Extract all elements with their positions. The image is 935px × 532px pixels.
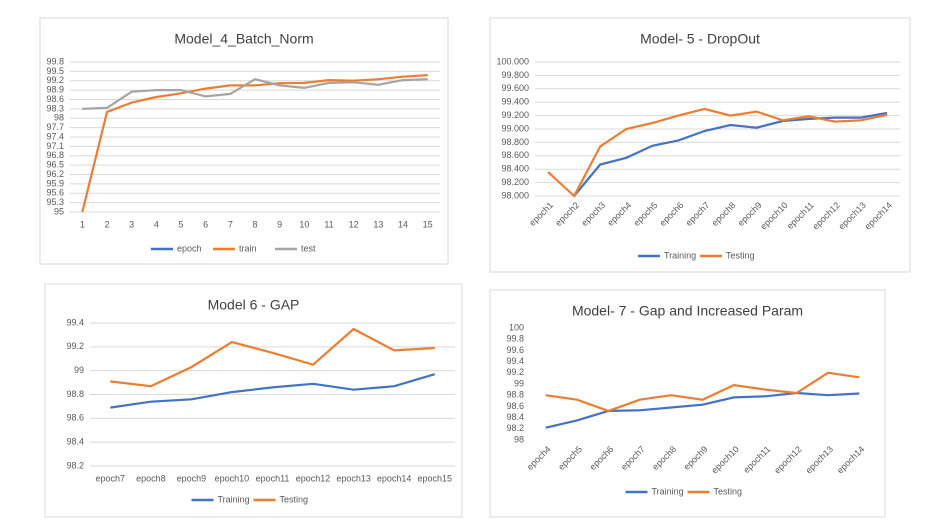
y-tick-label: 98.200 [501,177,529,187]
y-tick-label: 98.2 [66,460,84,470]
y-tick-label: 98.000 [501,190,529,200]
x-tick-label: 5 [178,219,183,229]
legend-label: Training [664,250,696,260]
x-tick-label: epoch7 [96,473,126,483]
legend-label: Training [218,494,250,504]
y-tick-label: 99.5 [46,66,64,76]
x-tick-label: 2 [104,219,109,229]
legend-label: Testing [726,250,755,260]
x-tick-label: 1 [80,219,85,229]
y-tick-label: 99.600 [501,83,529,93]
y-tick-label: 99.4 [66,317,84,327]
y-tick-label: 99 [514,378,524,388]
chart-panel: Model- 7 - Gap and Increased Param 9898.2… [489,289,886,518]
y-tick-label: 99 [74,365,84,375]
y-tick-label: 98.800 [501,137,529,147]
y-tick-label: 99.2 [46,75,64,85]
x-tick-label: 11 [324,219,333,229]
x-tick-label: 10 [299,219,309,229]
y-tick-label: 98.4 [66,437,84,447]
chart-title: Model- 7 - Gap and Increased Param [572,303,803,319]
y-tick-label: 95.6 [46,188,64,198]
y-tick-label: 96.2 [46,169,64,179]
y-tick-label: 95.9 [46,178,64,188]
y-tick-label: 100.000 [496,56,529,66]
series-line [81,74,428,213]
x-tick-label: 6 [203,219,208,229]
series-line [545,371,860,413]
x-tick-label: 8 [252,219,257,229]
x-tick-label: 12 [349,219,359,229]
x-tick-label: 3 [129,219,134,229]
y-tick-label: 98.600 [501,150,529,160]
chart-title: Model_4_Batch_Norm [174,31,313,47]
series-line [110,373,436,409]
y-tick-label: 98.6 [46,94,64,104]
series-line [547,107,888,198]
chart-title: Model 6 - GAP [208,297,300,313]
x-tick-label: 7 [228,219,233,229]
y-tick-label: 99.200 [501,110,529,120]
x-tick-label: 15 [423,219,433,229]
y-tick-label: 98.6 [66,413,84,423]
x-tick-label: epoch12 [296,473,331,483]
x-tick-label: epoch13 [336,473,371,483]
y-tick-label: 98.8 [66,389,84,399]
chart-frame [489,17,911,273]
legend-label: train [239,243,257,253]
y-tick-label: 99.8 [506,334,524,344]
y-tick-label: 100 [509,322,524,332]
y-tick-label: 99.4 [506,356,524,366]
x-tick-label: epoch8 [136,473,166,483]
series-line [110,327,435,388]
chart-panel: Model 6 - GAP 98.2 98.4 98.6 98.8 99 99.2 99.4 e… [44,283,463,518]
series-line [573,111,888,197]
chart-frame [489,289,886,518]
y-tick-label: 99.400 [501,97,529,107]
legend-label: Testing [714,486,743,496]
series-line [82,78,428,110]
y-tick-label: 96.5 [46,160,64,170]
y-tick-label: 98.3 [46,103,64,113]
y-tick-label: 97.4 [46,131,64,141]
x-tick-label: epoch14 [377,473,412,483]
series-line [545,391,860,429]
y-tick-label: 99.800 [501,70,529,80]
chart-panel: Model- 5 - DropOut 98.000 98.200 98.400 98.6… [489,17,911,273]
y-tick-label: 99.2 [506,367,524,377]
x-tick-label: epoch9 [177,473,207,483]
legend-label: test [301,243,316,253]
y-tick-label: 98 [514,434,524,444]
y-tick-label: 98.8 [506,390,524,400]
x-tick-label: 14 [398,219,408,229]
y-tick-label: 96.8 [46,150,64,160]
chart-title: Model- 5 - DropOut [640,31,760,47]
y-tick-label: 98.2 [506,423,524,433]
y-tick-label: 99.000 [501,123,529,133]
x-tick-label: 9 [277,219,282,229]
y-tick-label: 99.2 [66,341,84,351]
chart-panel: Model_4_Batch_Norm9595.395.695.996.296.5… [39,17,449,265]
x-tick-label: epoch10 [215,473,250,483]
y-tick-label: 98.6 [506,401,524,411]
chart-frame [39,17,449,265]
y-tick-label: 98.400 [501,164,529,174]
y-tick-label: 98.9 [46,85,64,95]
y-tick-label: 97.7 [46,122,64,132]
x-tick-label: epoch15 [417,473,452,483]
x-tick-label: 13 [373,219,383,229]
y-tick-label: 98 [54,113,64,123]
x-tick-label: 4 [154,219,159,229]
y-tick-label: 95 [54,206,64,216]
y-tick-label: 97.1 [46,141,64,151]
y-tick-label: 99.6 [506,345,524,355]
legend-label: epoch [177,243,202,253]
legend-label: Training [652,486,684,496]
y-tick-label: 99.8 [46,56,64,66]
legend-label: Testing [280,494,309,504]
x-tick-label: epoch11 [256,473,290,483]
y-tick-label: 95.3 [46,197,64,207]
y-tick-label: 98.4 [506,412,524,422]
